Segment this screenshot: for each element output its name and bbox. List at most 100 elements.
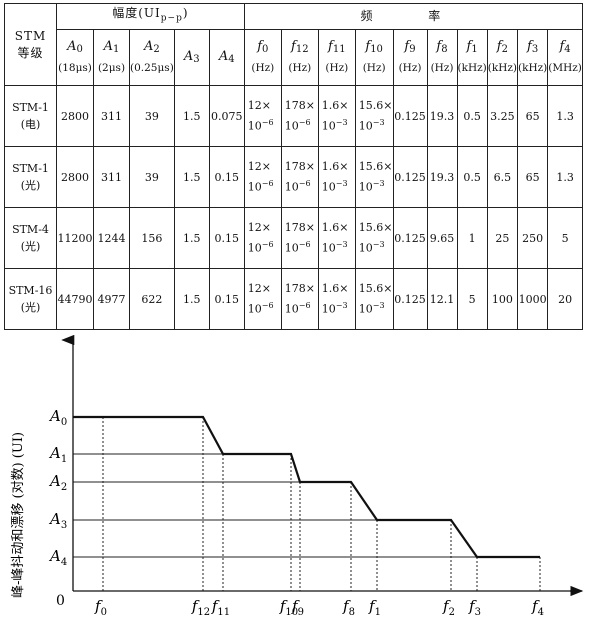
freq-cell-5: 1.3	[547, 146, 583, 208]
freq-col-header-9-unit: (MHz)	[548, 62, 582, 74]
amp-cell-1: 1244	[93, 207, 130, 269]
x-freq-label-f2: f2	[442, 597, 455, 618]
y-axis-label: 峰-峰抖动和漂移 (对数) (UI)	[10, 432, 26, 598]
x-freq-label-f0: f0	[94, 597, 107, 618]
freq-cell-5: 20	[547, 268, 583, 330]
freq-col-header-6-symbol: f1	[466, 39, 478, 55]
amp-cell-2: 156	[129, 207, 175, 269]
x-freq-label-f12: f12	[191, 597, 210, 618]
freq-col-header-2-symbol: f11	[328, 39, 346, 55]
freq-col-header-1: f12 (Hz)	[280, 29, 319, 86]
freq-cell-1: 9.65	[426, 207, 458, 269]
freq-cell-f11: 1.6× 10−3	[317, 268, 356, 330]
corner-line-1: STM	[14, 28, 47, 43]
freq-cell-1: 19.3	[426, 146, 458, 208]
grade-cell: STM-16 (光)	[4, 268, 57, 330]
y-level-label-a0: A0	[48, 407, 67, 428]
amp-cell-0: 2800	[56, 85, 94, 147]
amp-col-header-0-symbol: A0	[67, 39, 83, 55]
freq-col-header-0-unit: (Hz)	[251, 62, 275, 74]
freq-cell-0: 0.125	[392, 85, 428, 147]
freq-col-header-0-symbol: f0	[257, 39, 269, 55]
amp-cell-1: 311	[93, 146, 130, 208]
freq-col-header-1-unit: (Hz)	[288, 62, 312, 74]
freq-cell-2: 5	[456, 268, 488, 330]
freq-cell-f12: 178× 10−6	[280, 146, 319, 208]
freq-cell-4: 250	[517, 207, 549, 269]
freq-cell-f12: 178× 10−6	[280, 85, 319, 147]
freq-col-header-4-unit: (Hz)	[398, 62, 422, 74]
freq-cell-3: 6.5	[486, 146, 519, 208]
freq-col-header-5-symbol: f8	[436, 39, 448, 55]
freq-col-header-4-symbol: f9	[404, 39, 416, 55]
freq-col-header-9: f4 (MHz)	[547, 29, 583, 86]
x-freq-label-f10: f10	[279, 597, 298, 618]
freq-cell-2: 0.5	[456, 146, 488, 208]
freq-cell-4: 65	[517, 146, 549, 208]
amp-cell-4: 0.15	[208, 207, 245, 269]
freq-col-header-2-unit: (Hz)	[325, 62, 349, 74]
freq-cell-5: 1.3	[547, 85, 583, 147]
freq-col-header-8-unit: (kHz)	[518, 62, 548, 74]
amp-cell-3: 1.5	[173, 268, 210, 330]
freq-cell-f10: 15.6× 10−3	[354, 146, 394, 208]
y-level-label-a4: A4	[48, 547, 67, 568]
freq-col-header-1-symbol: f12	[291, 39, 309, 55]
amp-col-header-1-unit: (2μs)	[97, 62, 126, 74]
freq-col-header-8: f3 (kHz)	[517, 29, 549, 86]
amp-col-header-1: A1 (2μs)	[93, 29, 130, 86]
corner-line-2: 等级	[17, 45, 44, 60]
freq-col-header-0: f0 (Hz)	[243, 29, 282, 86]
amp-col-header-1-symbol: A1	[103, 39, 120, 55]
jitter-mask-curve	[73, 415, 540, 559]
amp-cell-3: 1.5	[173, 85, 210, 147]
freq-cell-3: 25	[486, 207, 519, 269]
x-freq-label-f11: f11	[211, 597, 230, 618]
freq-col-header-3: f10 (Hz)	[354, 29, 394, 86]
freq-cell-f10: 15.6× 10−3	[354, 207, 394, 269]
freq-col-header-5: f8 (Hz)	[426, 29, 458, 86]
x-freq-label-f9: f9	[291, 597, 304, 618]
freq-cell-f11: 1.6× 10−3	[317, 146, 356, 208]
amp-col-header-2-symbol: A2	[144, 39, 160, 55]
freq-cell-f11: 1.6× 10−3	[317, 207, 356, 269]
freq-cell-4: 1000	[517, 268, 549, 330]
frequency-group-header: 频 率	[243, 3, 583, 30]
table-row: STM-4 (光) 11200 1244 156 1.5 0.15 12× 10−6 178× 10…	[4, 207, 583, 269]
freq-cell-2: 0.5	[456, 85, 488, 147]
freq-cell-3: 100	[486, 268, 519, 330]
freq-col-header-6-unit: (kHz)	[457, 62, 487, 74]
freq-cell-0: 0.125	[392, 207, 428, 269]
y-level-label-a3: A3	[48, 510, 67, 531]
amp-col-header-2-unit: (0.25μs)	[130, 62, 174, 74]
amp-cell-4: 0.075	[208, 85, 245, 147]
table-row: STM-1 (电) 2800 311 39 1.5 0.075 12× 10−6 178× 10−6…	[4, 85, 583, 147]
freq-cell-2: 1	[456, 207, 488, 269]
freq-cell-1: 12.1	[426, 268, 458, 330]
amp-cell-4: 0.15	[208, 146, 245, 208]
amp-cell-0: 2800	[56, 146, 94, 208]
grade-cell: STM-4 (光)	[4, 207, 57, 269]
amp-cell-3: 1.5	[173, 207, 210, 269]
freq-cell-f10: 15.6× 10−3	[354, 268, 394, 330]
freq-cell-1: 19.3	[426, 85, 458, 147]
amp-col-header-3: A3	[173, 29, 210, 86]
amp-col-header-3-symbol: A3	[183, 48, 200, 65]
freq-col-header-3-unit: (Hz)	[362, 62, 386, 74]
corner-header: STM 等级	[4, 3, 57, 86]
column-header-row: A0 (18μs) A1 (2μs) A2 (0.25μs) A3 A4 f0 (Hz) f12 (H…	[5, 29, 583, 86]
jitter-tolerance-table: STM 等级 幅度(UIp−p) 频 率 A0 (18μs) A1 (2μs) A2 (0…	[4, 3, 583, 330]
freq-cell-f0: 12× 10−6	[243, 268, 282, 330]
amp-col-header-0-unit: (18μs)	[58, 62, 92, 74]
freq-cell-5: 5	[547, 207, 583, 269]
table-row: STM-1 (光) 2800 311 39 1.5 0.15 12× 10−6 178× 10−6 1…	[4, 146, 583, 208]
freq-cell-f11: 1.6× 10−3	[317, 85, 356, 147]
amp-cell-3: 1.5	[173, 146, 210, 208]
amp-cell-2: 622	[129, 268, 175, 330]
amp-cell-2: 39	[129, 85, 175, 147]
freq-cell-0: 0.125	[392, 268, 428, 330]
x-freq-label-f1: f1	[368, 597, 381, 618]
frequency-group-label: 频 率	[360, 9, 467, 23]
amp-cell-4: 0.15	[208, 268, 245, 330]
